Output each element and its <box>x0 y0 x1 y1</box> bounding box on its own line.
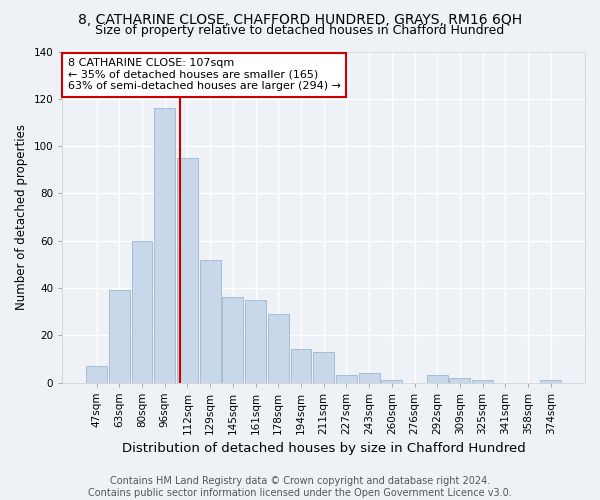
Bar <box>268 314 289 382</box>
Bar <box>427 376 448 382</box>
Bar <box>359 373 380 382</box>
Bar <box>472 380 493 382</box>
Bar <box>109 290 130 382</box>
Bar <box>336 376 357 382</box>
Bar <box>449 378 470 382</box>
Text: 8, CATHARINE CLOSE, CHAFFORD HUNDRED, GRAYS, RM16 6QH: 8, CATHARINE CLOSE, CHAFFORD HUNDRED, GR… <box>78 12 522 26</box>
Text: 8 CATHARINE CLOSE: 107sqm
← 35% of detached houses are smaller (165)
63% of semi: 8 CATHARINE CLOSE: 107sqm ← 35% of detac… <box>68 58 341 92</box>
Bar <box>154 108 175 382</box>
Y-axis label: Number of detached properties: Number of detached properties <box>15 124 28 310</box>
Text: Contains HM Land Registry data © Crown copyright and database right 2024.
Contai: Contains HM Land Registry data © Crown c… <box>88 476 512 498</box>
Bar <box>541 380 561 382</box>
X-axis label: Distribution of detached houses by size in Chafford Hundred: Distribution of detached houses by size … <box>122 442 526 455</box>
Bar <box>200 260 221 382</box>
Bar <box>177 158 198 382</box>
Bar <box>131 240 152 382</box>
Bar <box>245 300 266 382</box>
Bar <box>86 366 107 382</box>
Bar <box>313 352 334 382</box>
Text: Size of property relative to detached houses in Chafford Hundred: Size of property relative to detached ho… <box>95 24 505 37</box>
Bar <box>290 350 311 382</box>
Bar <box>382 380 402 382</box>
Bar <box>223 298 243 382</box>
